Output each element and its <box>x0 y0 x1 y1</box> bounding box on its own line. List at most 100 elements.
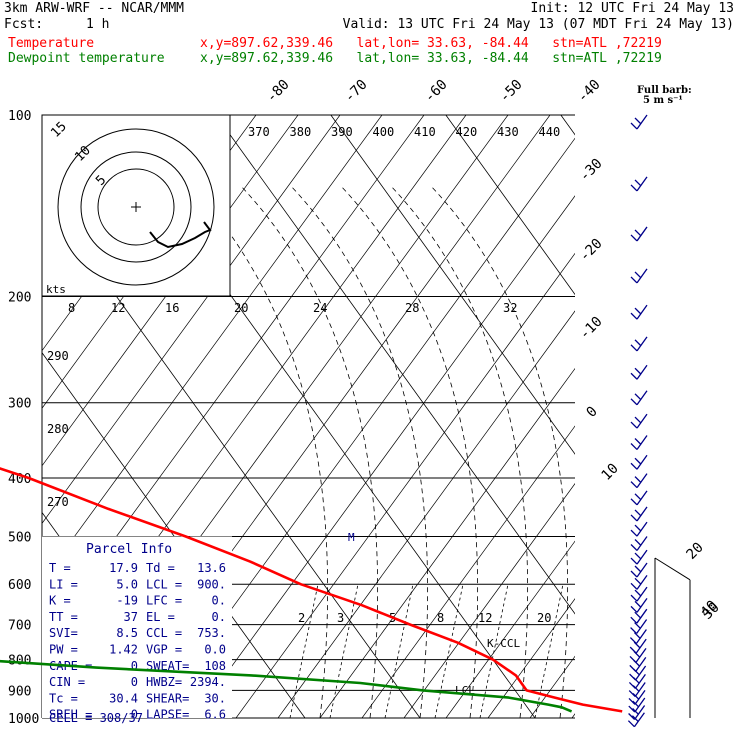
wind-barb-flag <box>630 312 638 320</box>
pressure-tick-label: 100 <box>8 109 31 124</box>
wind-barb-flag <box>634 117 642 125</box>
wind-barb <box>635 648 647 663</box>
isotherm-tick-label: 10 <box>599 461 622 484</box>
hodograph-ring <box>80 151 192 263</box>
mixing-ratio-label: 2 <box>298 611 305 625</box>
dry-adiabat-line <box>277 310 575 718</box>
isotherm-tick-label: -50 <box>497 77 526 106</box>
theta-tick-label: 400 <box>373 125 395 139</box>
parcel-key: SVI= <box>49 626 78 640</box>
parcel-key: LCL = <box>146 577 182 591</box>
wind-barb-flag <box>630 398 638 406</box>
dry-adiabat-line <box>193 195 575 718</box>
wind-barb-flag <box>628 705 636 713</box>
mixing-ratio-label: 3 <box>337 611 344 625</box>
wind-barb-flag <box>630 462 638 470</box>
forecast-label: Fcst: <box>4 17 44 32</box>
wind-barb-flag <box>632 692 640 700</box>
wind-barb-flag <box>634 577 642 585</box>
valid-time: Valid: 13 UTC Fri 24 May 13 (07 MDT Fri … <box>342 17 734 32</box>
wind-barb-flag <box>630 443 638 450</box>
wind-barb-flag <box>628 713 636 720</box>
wind-barb <box>636 608 648 624</box>
wind-barb <box>636 226 648 242</box>
barb-panel-edge <box>654 557 691 581</box>
wind-barb-flag <box>631 715 639 723</box>
parcel-key: EL = <box>146 610 175 624</box>
mixing-ratio-label: 12 <box>478 611 492 625</box>
wind-barb <box>636 336 648 352</box>
wind-barb <box>635 638 647 654</box>
isotherm-tick-label: -60 <box>422 77 451 106</box>
wind-barb-flag <box>634 229 642 237</box>
wind-barb-flag <box>634 552 642 560</box>
speed-tick-label: 20 <box>234 301 248 315</box>
parcel-key: SWEAT= <box>146 659 189 673</box>
moist-adiabat-line <box>289 184 428 718</box>
parcel-value: 0 <box>131 675 138 689</box>
parcel-value: 30.4 <box>109 691 138 705</box>
speed-tick-label: 8 <box>68 301 75 315</box>
wind-barb-flag <box>630 557 638 565</box>
wind-barb-flag <box>632 708 640 715</box>
wind-barb-flag <box>632 685 640 692</box>
wind-barb <box>636 574 648 590</box>
dry-adiabat-line <box>445 540 575 718</box>
wind-barb <box>636 454 648 470</box>
wind-barb-flag <box>634 179 642 187</box>
dry-adiabat-line <box>361 425 575 718</box>
isotherm-tick-label: 0 <box>584 404 601 421</box>
wind-barb-flag <box>634 438 642 445</box>
mixing-ratio-line <box>534 584 564 718</box>
wind-barb-flag <box>630 421 638 429</box>
wind-barb <box>636 562 648 578</box>
parcel-value: 30. <box>204 691 226 705</box>
parcel-box <box>42 536 232 718</box>
parcel-value: 0. <box>212 594 226 608</box>
parcel-value: 0.0 <box>204 643 226 657</box>
parcel-value: 6.6 <box>204 708 226 722</box>
wind-barb <box>636 473 648 489</box>
pressure-tick-label: 900 <box>8 684 31 699</box>
dry-adiabat-line <box>698 115 740 718</box>
parcel-value: 1.42 <box>109 643 138 657</box>
theta-tick-label: 430 <box>497 125 519 139</box>
isotherm-tick-label: 20 <box>684 540 707 563</box>
wind-barb-flag <box>634 509 642 517</box>
isotherm-line <box>560 115 575 136</box>
wind-barb <box>636 536 648 551</box>
wind-barb <box>636 304 648 320</box>
legend-dewpoint: Dewpoint temperature <box>8 51 165 66</box>
wind-barb <box>634 674 646 689</box>
wind-barb-flag <box>630 276 638 284</box>
wind-barb-flag <box>630 498 638 506</box>
isotherm-tick-label: -20 <box>577 236 606 265</box>
theta-tick-label: 420 <box>456 125 478 139</box>
parcel-value: 8.5 <box>116 626 138 640</box>
theta-side-label: 270 <box>47 495 69 509</box>
pressure-tick-label: 300 <box>8 397 31 412</box>
isotherm-tick-label: -80 <box>264 77 293 106</box>
moist-adiabat-line <box>189 184 328 718</box>
dry-adiabat-line <box>42 115 383 582</box>
wind-barb <box>636 586 648 602</box>
wind-barb-flag <box>634 457 642 465</box>
wind-barb <box>634 690 646 705</box>
dry-adiabat-line <box>0 115 4 718</box>
parcel-value: 17.9 <box>109 561 138 575</box>
series-line <box>0 467 623 713</box>
mixing-ratio-line <box>329 584 359 718</box>
theta-tick-label: 370 <box>248 125 270 139</box>
wind-barb-flag <box>634 416 642 424</box>
parcel-value: 13.6 <box>197 561 226 575</box>
isotherm-tick-label: 40 <box>698 598 721 621</box>
pressure-tick-label: 800 <box>8 654 31 669</box>
parcel-key: T = <box>49 561 71 575</box>
wind-barb <box>636 598 648 613</box>
parcel-key: Tc = <box>49 691 78 705</box>
dry-adiabat-line <box>656 115 740 718</box>
dry-adiabat-line <box>529 655 575 718</box>
theta-side-label: 290 <box>47 349 69 363</box>
hodograph-trace <box>149 221 212 249</box>
